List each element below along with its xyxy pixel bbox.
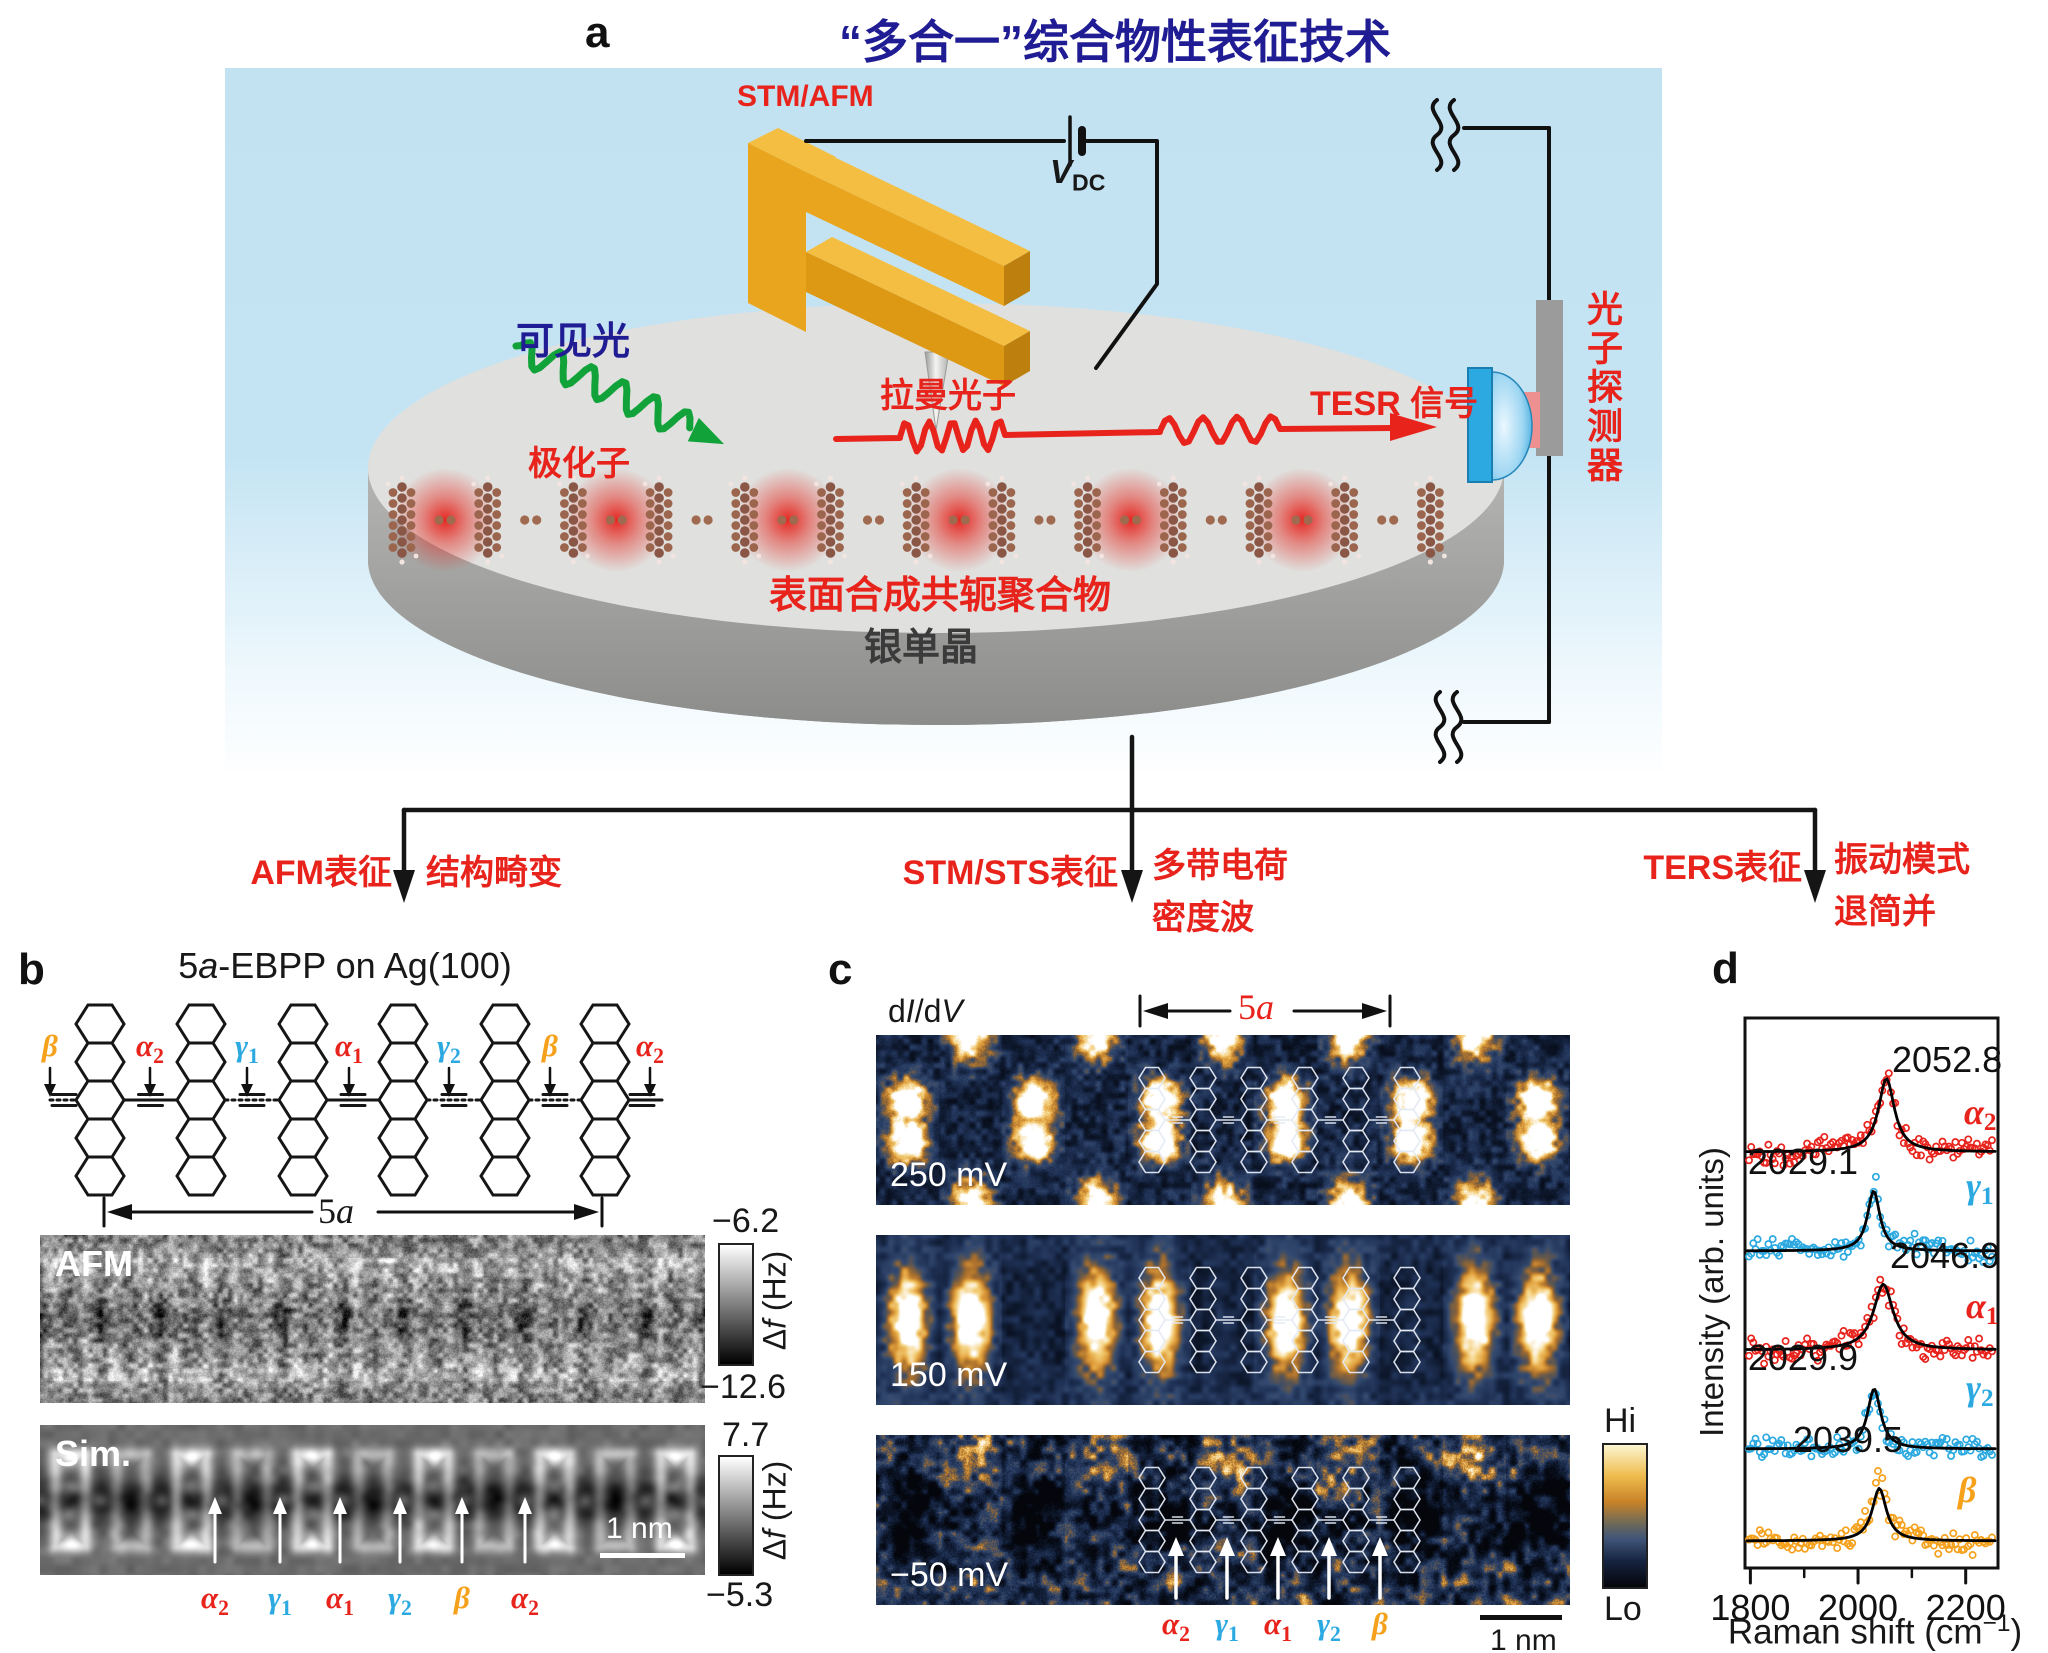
x-axis-label: Raman shift (cm−1) [1727, 1610, 2023, 1652]
panel-b-title: 5a-EBPP on Ag(100) [178, 945, 512, 986]
svg-text:2052.8: 2052.8 [1892, 1039, 2002, 1080]
svg-text:2029.1: 2029.1 [1748, 1141, 1858, 1182]
bias-label-150mv: 150 mV [890, 1356, 1008, 1394]
panel-b-span-label: 5a [318, 1191, 354, 1231]
svg-text:γ2: γ2 [1966, 1368, 1994, 1412]
afm-colorbar-unit: Δf (Hz) [756, 1250, 793, 1351]
sim-colorbar-min: −5.3 [706, 1576, 774, 1614]
svg-text:2046.9: 2046.9 [1890, 1235, 2000, 1276]
sim-site-label: γ1 [268, 1580, 292, 1621]
afm-colorbar [718, 1243, 754, 1366]
sim-site-label: γ2 [388, 1580, 412, 1621]
branch-afm-result: 结构畸变 [426, 854, 562, 892]
panel-c-letter: c [828, 945, 853, 994]
polymer-label: 表面合成共轭聚合物 [768, 575, 1111, 617]
bond-site-label: α2 [636, 1028, 664, 1069]
branch-ters-result-line2: 退简并 [1834, 893, 1936, 931]
map-site-label: α1 [1264, 1606, 1292, 1647]
svg-text:2029.9: 2029.9 [1748, 1337, 1858, 1378]
branch-ters-result-line1: 振动模式 [1834, 841, 1970, 879]
svg-text:α1: α1 [1966, 1286, 1999, 1330]
bias-label-neg50mv: −50 mV [890, 1556, 1009, 1594]
y-axis-label: Intensity (arb. units) [1693, 1147, 1730, 1437]
panel-d-spectra: 1800 2000 22002052.8α22029.1γ12046.9α12029… [1710, 1016, 2006, 1628]
figure-title: “多合一”综合物性表征技术 [839, 16, 1391, 68]
photon-detector-label: 光子探测器 [1582, 290, 1623, 485]
branch-stm-result-line2: 密度波 [1152, 899, 1254, 937]
afm-simulation-image [40, 1425, 705, 1575]
didv-label: dI/dV [888, 993, 963, 1029]
sim-colorbar-unit: Δf (Hz) [756, 1460, 793, 1561]
panel-c-span-label: 5a [1238, 987, 1274, 1027]
tesr-signal-label: TESR 信号 [1310, 385, 1479, 423]
sim-colorbar-max: 7.7 [722, 1416, 770, 1454]
colorbar-hi-label: Hi [1604, 1402, 1637, 1440]
branch-ters-technique: TERS表征 [1643, 849, 1802, 887]
afm-colorbar-max: −6.2 [712, 1202, 780, 1240]
sim-site-label: β [454, 1580, 470, 1615]
sim-site-label: α1 [326, 1580, 354, 1621]
bias-label-250mv: 250 mV [890, 1156, 1008, 1194]
map-site-label: α2 [1162, 1606, 1190, 1647]
stm-afm-label: STM/AFM [737, 80, 874, 113]
panel-c-scalebar-label: 1 nm [1490, 1624, 1557, 1653]
svg-text:α2: α2 [1964, 1092, 1997, 1136]
bond-site-label: β [42, 1028, 58, 1063]
bond-site-label: α2 [136, 1028, 164, 1069]
raman-photon-label: 拉曼光子 [880, 377, 1016, 415]
svg-text:2039.5: 2039.5 [1793, 1419, 1903, 1460]
bond-site-label: α1 [335, 1028, 363, 1069]
svg-text:β: β [1956, 1470, 1977, 1510]
svg-text:γ1: γ1 [1966, 1166, 1994, 1210]
afm-experiment-image [40, 1235, 705, 1403]
bond-site-label: β [542, 1028, 558, 1063]
branch-stm-technique: STM/STS表征 [902, 854, 1118, 892]
afm-image-label: AFM [55, 1243, 133, 1284]
visible-light-label: 可见光 [516, 321, 631, 363]
bias-voltage-label: VDC [1050, 153, 1106, 196]
map-site-label: γ1 [1215, 1606, 1239, 1647]
sim-image-label: Sim. [55, 1433, 132, 1474]
sim-site-label: α2 [201, 1580, 229, 1621]
stm-colorbar [1602, 1443, 1648, 1589]
panel-a-letter: a [585, 8, 610, 57]
map-site-label: γ2 [1317, 1606, 1341, 1647]
bond-site-label: γ1 [235, 1028, 259, 1069]
panel-b-letter: b [18, 945, 45, 994]
map-site-label: β [1372, 1606, 1388, 1641]
sim-colorbar [718, 1455, 754, 1576]
afm-colorbar-min: −12.6 [700, 1368, 787, 1406]
bond-site-label: γ2 [437, 1028, 461, 1069]
substrate-label: 银单晶 [864, 627, 979, 669]
branch-stm-result-line1: 多带电荷 [1152, 847, 1288, 885]
panel-d-letter: d [1712, 944, 1739, 993]
polaron-label: 极化子 [528, 445, 630, 483]
sim-site-label: α2 [511, 1580, 539, 1621]
branch-afm-technique: AFM表征 [250, 854, 392, 892]
panel-b-scalebar-label: 1 nm [606, 1512, 673, 1545]
colorbar-lo-label: Lo [1604, 1590, 1642, 1628]
